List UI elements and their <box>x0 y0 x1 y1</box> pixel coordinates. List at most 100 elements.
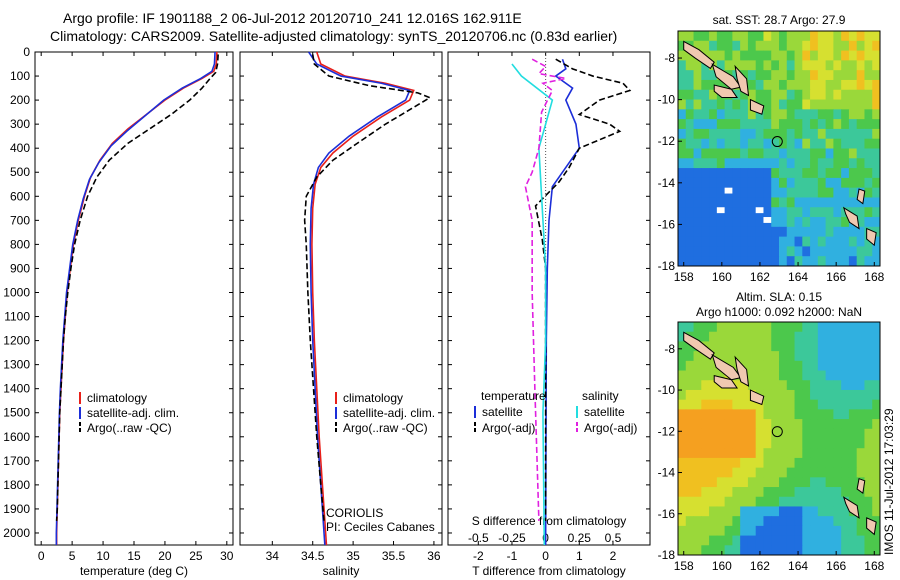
map-cell <box>716 79 726 91</box>
map-cell <box>786 341 796 352</box>
map-cell <box>779 370 788 381</box>
map-cell <box>724 419 733 430</box>
map-cell <box>716 448 726 459</box>
map-cell <box>856 60 865 71</box>
map-cell <box>825 351 834 362</box>
map-cell <box>802 516 811 527</box>
map-cell <box>779 409 788 420</box>
map-cell <box>747 351 757 362</box>
map-cell <box>825 419 834 430</box>
map-cell <box>786 138 796 149</box>
map-cell <box>709 467 718 478</box>
map-cell <box>810 351 819 362</box>
map-cell <box>747 40 757 52</box>
map-cell <box>678 341 687 352</box>
map-cell <box>685 246 695 257</box>
argo-location-marker <box>771 426 783 438</box>
map-cell <box>786 217 796 228</box>
map-cell <box>693 128 702 140</box>
map-cell <box>732 226 741 238</box>
map-cell <box>678 89 687 101</box>
map-cell <box>740 207 749 218</box>
map-cell <box>833 487 842 498</box>
map-cell <box>724 226 733 238</box>
map-cell <box>740 197 749 208</box>
map-cell <box>856 516 865 527</box>
map-cell <box>779 109 788 120</box>
s-tick-label: 0.25 <box>568 531 592 545</box>
map-frame <box>677 321 881 556</box>
map-cell <box>856 525 865 537</box>
land-island <box>856 478 866 495</box>
map-cell <box>701 477 710 488</box>
map-cell <box>864 31 873 42</box>
map-cell <box>709 187 718 198</box>
series-line-climatology <box>311 51 415 546</box>
map-cell <box>693 109 702 120</box>
map-cell <box>794 31 803 42</box>
map-cell <box>763 516 772 527</box>
map-cell <box>786 60 796 71</box>
map-cell <box>685 428 695 439</box>
map-cell <box>856 177 865 189</box>
map-cell <box>779 31 788 42</box>
plot-frame <box>34 51 234 546</box>
profile-panel-difference: -2 -1 0 1 2T difference from climatology -0.5… <box>447 51 651 578</box>
map-cell <box>747 506 757 517</box>
map-cell <box>825 477 834 488</box>
map-cell <box>763 351 772 362</box>
map-cell <box>833 428 842 439</box>
map-cell <box>802 197 811 208</box>
map-cell <box>685 168 695 179</box>
map-cell <box>771 419 780 430</box>
map-cell <box>716 236 726 247</box>
map-cell <box>763 525 772 537</box>
s-axis-label: S difference from climatology <box>472 514 627 528</box>
map-cell <box>732 525 741 537</box>
map-cell <box>848 399 858 410</box>
map-cell <box>693 217 702 228</box>
map-cell <box>810 197 819 208</box>
map-cell <box>872 496 881 507</box>
map-cell <box>678 177 687 189</box>
map-cell <box>872 399 881 410</box>
map-cell <box>724 477 733 488</box>
map-cell <box>786 70 796 81</box>
x-tick-label: 5 <box>69 549 76 563</box>
map-cell <box>701 168 710 179</box>
annotation-institution: CORIOLIS <box>326 506 383 520</box>
map-cell <box>872 217 881 228</box>
map-cell <box>693 370 702 381</box>
map-cell <box>755 109 764 120</box>
map-cell <box>709 448 718 459</box>
map-cell <box>786 89 796 101</box>
map-cell <box>794 360 803 372</box>
map-cell <box>685 448 695 459</box>
map-cell <box>678 236 687 247</box>
map-cell <box>872 226 881 238</box>
x-tick-label: 34 <box>266 549 280 563</box>
map-cell <box>685 99 695 110</box>
map-cell <box>716 246 726 257</box>
map-cell <box>709 380 718 391</box>
map-cell <box>763 409 772 420</box>
map-cell <box>810 516 819 527</box>
map-cell <box>716 322 726 333</box>
map-cell <box>856 119 865 130</box>
map-cell <box>678 40 687 52</box>
map-cell <box>740 99 749 110</box>
s-tick-label: -0.25 <box>498 531 526 545</box>
map-cell <box>825 31 834 42</box>
map-cell <box>786 370 796 381</box>
map-cell <box>693 322 702 333</box>
land-island <box>866 517 877 536</box>
map-cell <box>872 360 881 372</box>
map-cell <box>810 496 819 507</box>
map-cell <box>841 40 850 52</box>
map-cell <box>716 119 726 130</box>
map-cell <box>786 428 796 439</box>
map-cell <box>802 322 811 333</box>
map-cell <box>841 177 850 189</box>
map-cell <box>732 138 741 149</box>
map-cell <box>779 419 788 430</box>
